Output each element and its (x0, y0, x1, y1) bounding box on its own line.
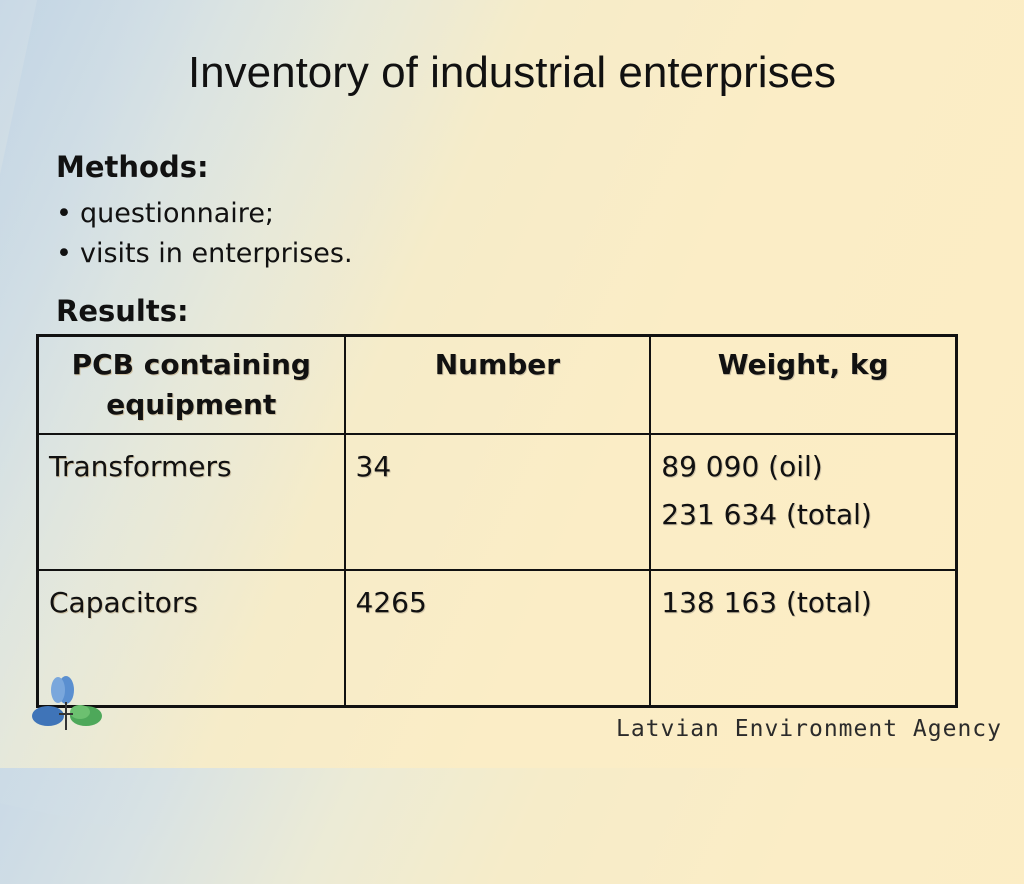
weight-line: 231 634 (total) (661, 498, 872, 531)
methods-list: • questionnaire; • visits in enterprises. (56, 194, 353, 274)
header-weight: Weight, kg (649, 334, 958, 435)
cell-number: 4265 (343, 569, 652, 708)
clover-logo-icon (28, 672, 108, 752)
methods-item: • questionnaire; (56, 194, 353, 234)
table-row: Transformers 34 89 090 (oil) 231 634 (to… (36, 433, 958, 571)
methods-item: • visits in enterprises. (56, 234, 353, 274)
bullet-icon: • (56, 238, 72, 269)
bullet-icon: • (56, 198, 72, 229)
methods-label: Methods: (56, 150, 209, 184)
cell-weight: 89 090 (oil) 231 634 (total) (649, 433, 958, 571)
methods-item-text: questionnaire; (80, 198, 275, 229)
cell-number: 34 (343, 433, 652, 571)
cell-weight: 138 163 (total) (649, 569, 958, 708)
results-label: Results: (56, 294, 189, 328)
weight-line: 138 163 (total) (661, 586, 872, 619)
table-row: Capacitors 4265 138 163 (total) (36, 569, 958, 708)
table-header-row: PCB containing equipment Number Weight, … (36, 334, 958, 435)
cell-equipment: Transformers (36, 433, 346, 571)
weight-line: 89 090 (oil) (661, 450, 823, 483)
cell-equipment: Capacitors (36, 569, 346, 708)
methods-item-text: visits in enterprises. (80, 238, 353, 269)
header-number: Number (343, 334, 652, 435)
results-table: PCB containing equipment Number Weight, … (36, 334, 958, 708)
header-equipment: PCB containing equipment (36, 334, 346, 435)
agency-name: Latvian Environment Agency (615, 716, 1002, 742)
slide-title: Inventory of industrial enterprises (187, 48, 837, 97)
